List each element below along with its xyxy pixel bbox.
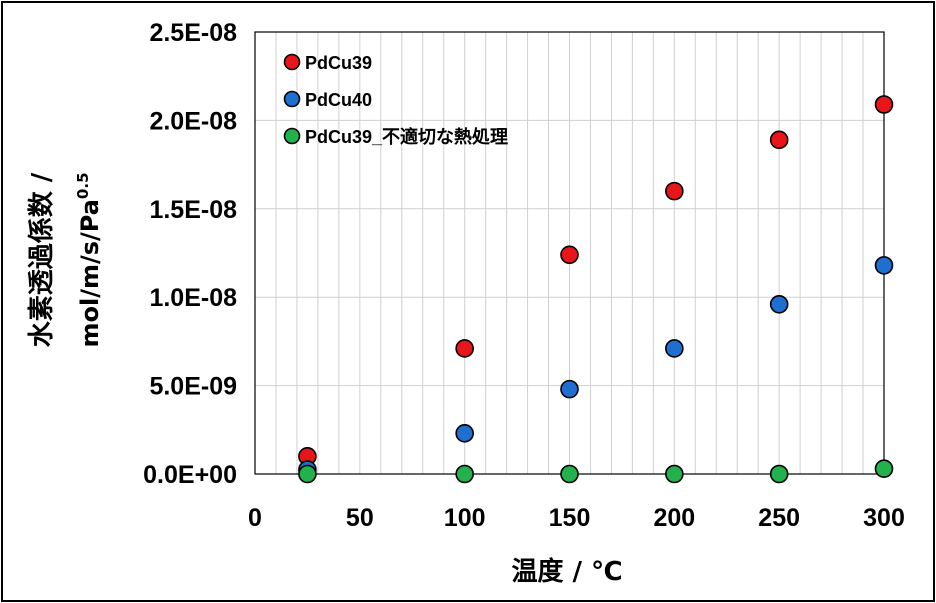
x-tick-label: 50 <box>346 504 374 532</box>
data-points <box>298 95 894 484</box>
y-tick-label: 2.0E-08 <box>149 107 237 135</box>
data-point-series-1 <box>874 95 894 114</box>
x-tick-label: 100 <box>444 504 486 532</box>
y-tick-labels: 0.0E+00 5.0E-09 1.0E-08 1.5E-08 2.0E-08 2.5E-… <box>143 19 237 489</box>
legend-marker <box>283 90 301 108</box>
x-tick-labels: 0 50 100 150 200 250 300 <box>248 504 905 532</box>
y-axis-title-line1: 水素透過係数 / <box>27 172 57 347</box>
data-point-series-3 <box>560 464 579 484</box>
legend-label: PdCu39_不適切な熱処理 <box>305 126 508 147</box>
data-point-series-2 <box>560 379 579 399</box>
x-tick-label: 0 <box>248 504 262 532</box>
data-point-series-3 <box>665 464 684 484</box>
data-point-series-2 <box>769 294 789 314</box>
y-tick-label: 5.0E-09 <box>149 373 237 401</box>
data-point-series-1 <box>560 245 579 265</box>
y-axis-unit-text: mol/m/s/Pa0.5 <box>74 172 104 347</box>
data-point-series-3 <box>455 464 474 484</box>
legend: PdCu39 PdCu40 PdCu39_不適切な熱処理 <box>283 53 508 147</box>
x-tick-label: 250 <box>758 504 800 532</box>
legend-label: PdCu39 <box>305 53 372 73</box>
data-point-series-1 <box>769 130 789 150</box>
x-tick-label: 300 <box>863 504 905 532</box>
data-point-series-3 <box>298 464 317 484</box>
y-tick-label: 1.0E-08 <box>149 284 237 312</box>
legend-marker <box>283 127 301 145</box>
legend-marker <box>283 53 301 71</box>
data-point-series-3 <box>769 464 789 484</box>
data-point-series-1 <box>665 181 684 201</box>
y-axis-unit-sup: 0.5 <box>74 172 92 199</box>
grid-lines <box>255 32 884 474</box>
y-axis-unit-base: mol/m/s/Pa <box>76 199 104 347</box>
legend-label: PdCu40 <box>305 90 372 110</box>
y-axis-title: 水素透過係数 / <box>27 172 57 347</box>
data-point-series-2 <box>665 339 684 358</box>
y-tick-label: 0.0E+00 <box>143 461 237 489</box>
data-point-series-3 <box>874 459 894 478</box>
x-tick-label: 150 <box>549 504 591 532</box>
data-point-series-2 <box>455 424 474 443</box>
y-tick-label: 1.5E-08 <box>149 196 237 224</box>
data-point-series-2 <box>874 256 894 275</box>
y-tick-label: 2.5E-08 <box>149 19 237 47</box>
data-point-series-1 <box>455 339 474 358</box>
x-tick-label: 200 <box>653 504 695 532</box>
x-axis-title: 温度 / ℃ <box>511 556 622 587</box>
y-axis-unit: mol/m/s/Pa0.5 <box>74 172 104 347</box>
